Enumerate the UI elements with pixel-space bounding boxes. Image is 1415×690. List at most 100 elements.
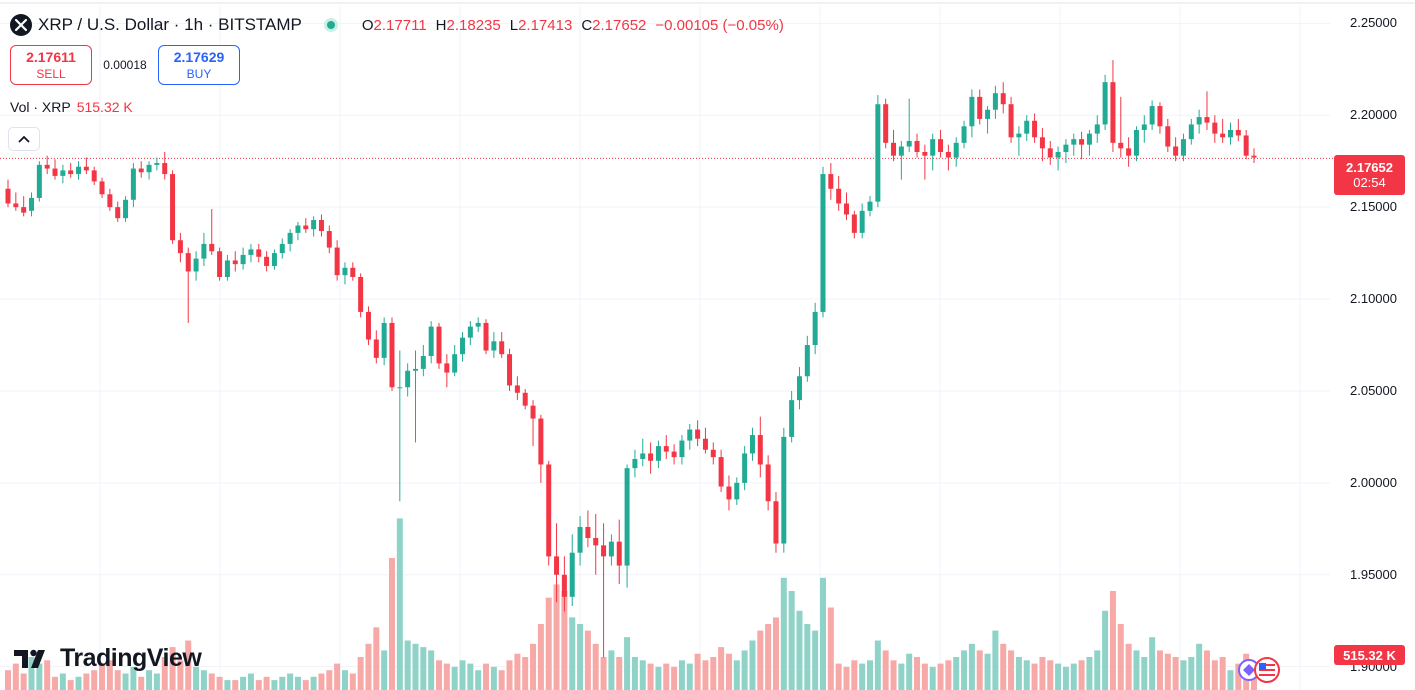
candle-body (264, 256, 270, 266)
ohlc-close: C2.17652 (581, 16, 647, 34)
candle-body (702, 438, 708, 450)
xrp-logo-icon[interactable] (10, 14, 32, 36)
candle-body (115, 207, 121, 219)
volume-bar (91, 670, 98, 690)
volume-bar (1000, 643, 1007, 690)
volume-bar (961, 650, 968, 690)
sell-button[interactable]: 2.17611 SELL (10, 45, 92, 85)
volume-bar (59, 673, 66, 690)
candle-body (1204, 117, 1210, 123)
volume-bar (678, 660, 685, 690)
candle-body (695, 429, 701, 439)
candle-body (412, 368, 418, 371)
candle-body (1039, 137, 1045, 149)
volume-bar (1039, 657, 1046, 690)
price-axis-label: 2.20000 (1350, 107, 1397, 123)
volume-bar (976, 650, 983, 690)
volume-bar (890, 660, 897, 690)
market-status-icon[interactable] (323, 18, 338, 32)
ohlc-values: O2.17711 H2.18235 L2.17413 C2.17652 −0.0… (362, 17, 784, 34)
symbol-title[interactable]: XRP / U.S. Dollar · 1h · BITSTAMP (38, 15, 302, 34)
candle-body (742, 453, 748, 483)
volume-value: 515.32 K (76, 99, 133, 115)
volume-bar (577, 624, 584, 690)
volume-bar (247, 673, 254, 690)
volume-bar (592, 643, 599, 690)
candle-body (13, 203, 19, 208)
candle-body (68, 170, 74, 175)
candle-body (1008, 104, 1014, 138)
candle-body (420, 356, 426, 369)
volume-legend[interactable]: Vol · XRP 515.32 K (10, 99, 133, 115)
candle-body (1000, 93, 1006, 105)
region-flags-icon[interactable] (1235, 656, 1285, 684)
volume-bar (1156, 650, 1163, 690)
candle-body (91, 170, 97, 182)
price-axis-label: 2.05000 (1350, 382, 1397, 398)
candle-body (177, 240, 183, 254)
volume-bar (436, 660, 443, 690)
volume-bar (138, 676, 145, 690)
candle-body (546, 464, 552, 557)
candle-body (311, 220, 317, 230)
candle-body (1212, 122, 1218, 134)
tradingview-logo[interactable]: TradingView (14, 644, 202, 673)
candle-body (21, 207, 27, 213)
volume-bar (1211, 660, 1218, 690)
buy-button[interactable]: 2.17629 BUY (158, 45, 240, 85)
volume-bar (639, 660, 646, 690)
price-axis-label: 1.95000 (1350, 566, 1397, 582)
volume-bar (1196, 643, 1203, 690)
buy-label: BUY (186, 67, 212, 81)
volume-bar (36, 663, 43, 690)
logo-text: TradingView (60, 644, 202, 672)
volume-bar (608, 650, 615, 690)
volume-bar (475, 670, 482, 690)
candle-body (83, 166, 89, 171)
volume-bar (1078, 660, 1085, 690)
candle-body (36, 164, 42, 198)
candle-body (867, 201, 873, 211)
candle-body (483, 322, 489, 351)
candle-body (295, 225, 301, 233)
volume-bar (404, 640, 411, 690)
collapse-legend-button[interactable] (8, 127, 40, 151)
candle-body (514, 385, 520, 393)
volume-bar (788, 591, 795, 690)
volume-bar (381, 650, 388, 690)
volume-bar (412, 643, 419, 690)
volume-bar (5, 670, 11, 690)
volume-bar (443, 663, 450, 690)
candle-body (271, 253, 277, 266)
volume-bar (459, 660, 466, 690)
volume-bar (1227, 670, 1234, 690)
volume-bar (882, 650, 889, 690)
volume-bar (341, 670, 348, 690)
chevron-up-icon (18, 135, 30, 143)
chart-header: XRP / U.S. Dollar · 1h · BITSTAMP O2.177… (10, 12, 784, 38)
volume-bar (851, 660, 858, 690)
price-axis-label: 2.00000 (1350, 474, 1397, 490)
candle-body (640, 453, 646, 459)
volume-bar (937, 663, 944, 690)
candle-body (1141, 124, 1147, 130)
candle-body (1173, 146, 1179, 156)
volume-bar (1094, 650, 1101, 690)
volume-bar (827, 607, 834, 690)
candle-body (146, 164, 152, 173)
volume-bar (906, 653, 913, 690)
volume-bar (1109, 591, 1116, 690)
candle-body (170, 174, 176, 241)
candle-body (1079, 139, 1085, 145)
volume-bar (929, 666, 936, 690)
volume-bar (561, 591, 568, 690)
volume-bar (1172, 657, 1179, 690)
volume-bar (490, 666, 497, 690)
price-axis-label: 2.25000 (1350, 15, 1397, 31)
candle-body (1196, 117, 1202, 125)
volume-bar (819, 577, 826, 690)
candle-body (930, 139, 936, 156)
candle-body (1157, 106, 1163, 127)
candle-body (977, 96, 983, 119)
